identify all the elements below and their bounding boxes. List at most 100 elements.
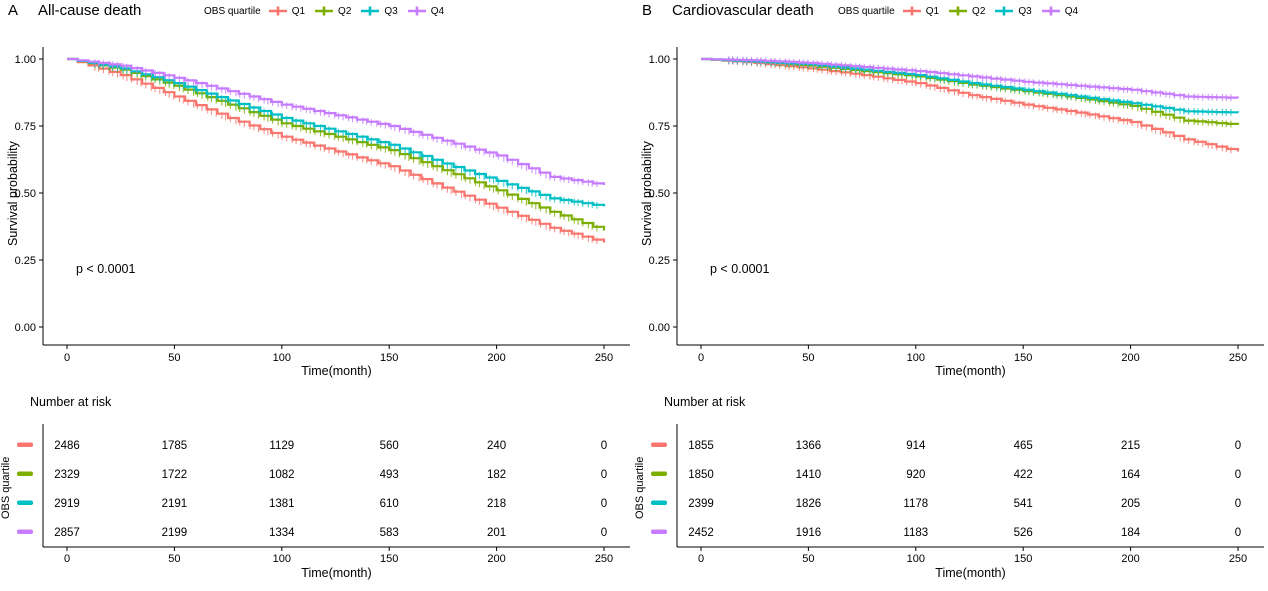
risk-count: 240 [487,440,506,452]
x-tick-label: 150 [1014,352,1032,364]
risk-x-tick-label: 0 [64,553,70,565]
risk-count: 914 [906,440,926,452]
risk-count: 1381 [269,498,295,510]
legend-item-label: Q1 [291,5,306,17]
risk-count: 164 [1121,469,1141,481]
risk-count: 0 [601,498,607,510]
x-tick-label: 150 [380,352,398,364]
legend-item-label: Q2 [972,5,986,17]
risk-table-x-axis-title: Time(month) [935,566,1006,580]
risk-count: 1916 [796,527,822,539]
x-tick-label: 0 [64,352,70,364]
y-axis-title: Survival probability [6,141,20,247]
risk-count: 1826 [796,498,822,510]
risk-count: 1850 [688,469,714,481]
legend-item-label: Q4 [430,5,445,17]
km-curve-Q4 [67,57,606,185]
risk-x-tick-label: 50 [802,553,814,565]
x-tick-label: 200 [1121,352,1139,364]
risk-count: 184 [1121,527,1141,539]
censor-ticks-Q4 [94,59,598,188]
risk-count: 0 [601,440,607,452]
risk-x-tick-label: 200 [487,553,505,565]
legend-plus-icon [268,6,287,16]
risk-count: 493 [380,469,399,481]
risk-row-marker-Q3 [17,500,33,505]
risk-count: 2486 [54,440,80,452]
risk-row-marker-Q2 [651,471,667,476]
km-curve-Q1 [701,57,1240,152]
risk-count: 0 [1235,527,1241,539]
x-tick-label: 50 [168,352,180,364]
risk-count: 465 [1014,440,1033,452]
risk-count: 1722 [162,469,188,481]
risk-count: 205 [1121,498,1140,510]
risk-row-marker-Q4 [17,529,33,534]
panel-all-cause-death: 0.00 0.25 0.50 0.75 1.00 0 50 100 150 200 250 2486 1… [0,2,630,580]
risk-count: 0 [1235,469,1241,481]
risk-table-y-axis-title: OBS quartile [634,456,646,520]
risk-x-tick-label: 0 [698,553,704,565]
y-tick-label: 0.75 [15,121,36,133]
legend-title: OBS quartile [838,5,895,17]
risk-x-tick-label: 100 [907,553,925,565]
censor-ticks-Q1 [94,64,598,244]
risk-x-tick-label: 150 [1014,553,1032,565]
risk-x-tick-label: 50 [168,553,180,565]
risk-count: 610 [380,498,399,510]
risk-count: 1082 [269,469,295,481]
km-curve-Q4 [701,57,1240,99]
risk-count: 2452 [688,527,714,539]
x-tick-label: 200 [487,352,505,364]
risk-table-title: Number at risk [30,395,112,409]
panel-title: All-cause death [38,2,142,19]
y-tick-label: 0.25 [15,255,36,267]
legend-plus-icon [407,6,426,16]
km-curve-Q3 [67,57,606,207]
km-curve-Q2 [701,57,1240,125]
risk-count: 2857 [54,527,80,539]
legend-item-label: Q3 [1018,5,1032,17]
km-curve-Q1 [67,57,606,243]
legend-item-label: Q4 [1064,5,1079,17]
legend-item-label: Q1 [925,5,940,17]
legend-plus-icon [949,6,968,16]
risk-table-title: Number at risk [664,395,746,409]
risk-x-tick-label: 150 [380,553,398,565]
risk-count: 0 [1235,498,1241,510]
risk-count: 2329 [54,469,80,481]
risk-count: 201 [487,527,506,539]
legend-item-q3: Q3 [994,5,1032,17]
legend: OBS quartile Q1 Q2 Q3 Q4 [838,5,1078,17]
y-tick-label: 0.25 [649,255,670,267]
y-axis-title: Survival probability [640,141,654,247]
y-tick-label: 0.00 [649,322,670,334]
legend-plus-icon [361,6,380,16]
risk-count: 1129 [269,440,294,452]
risk-count: 422 [1014,469,1033,481]
risk-x-tick-label: 250 [595,553,613,565]
risk-count: 541 [1014,498,1033,510]
risk-count: 1785 [162,440,188,452]
legend-item-q4: Q4 [407,5,444,17]
risk-count: 0 [601,469,607,481]
panel-cardiovascular-death: 0.00 0.25 0.50 0.75 1.00 0 50 100 150 200 250 1855 1… [634,0,1268,591]
pvalue-annotation: p < 0.0001 [710,262,770,276]
risk-row-marker-Q1 [651,442,667,447]
x-tick-label: 100 [907,352,925,364]
risk-count: 583 [380,527,399,539]
risk-table-y-axis-title: OBS quartile [0,456,12,520]
censor-ticks-Q2 [94,61,598,232]
panel-letter: A [8,2,19,19]
censor-ticks-Q3 [728,57,1232,116]
y-tick-label: 1.00 [15,54,36,66]
km-curve-Q3 [701,57,1240,114]
risk-count: 1178 [903,498,928,510]
legend-title: OBS quartile [204,5,261,17]
risk-row-marker-Q2 [17,471,33,476]
legend-plus-icon [995,6,1014,16]
x-tick-label: 250 [1229,352,1247,364]
legend-plus-icon [902,6,921,16]
